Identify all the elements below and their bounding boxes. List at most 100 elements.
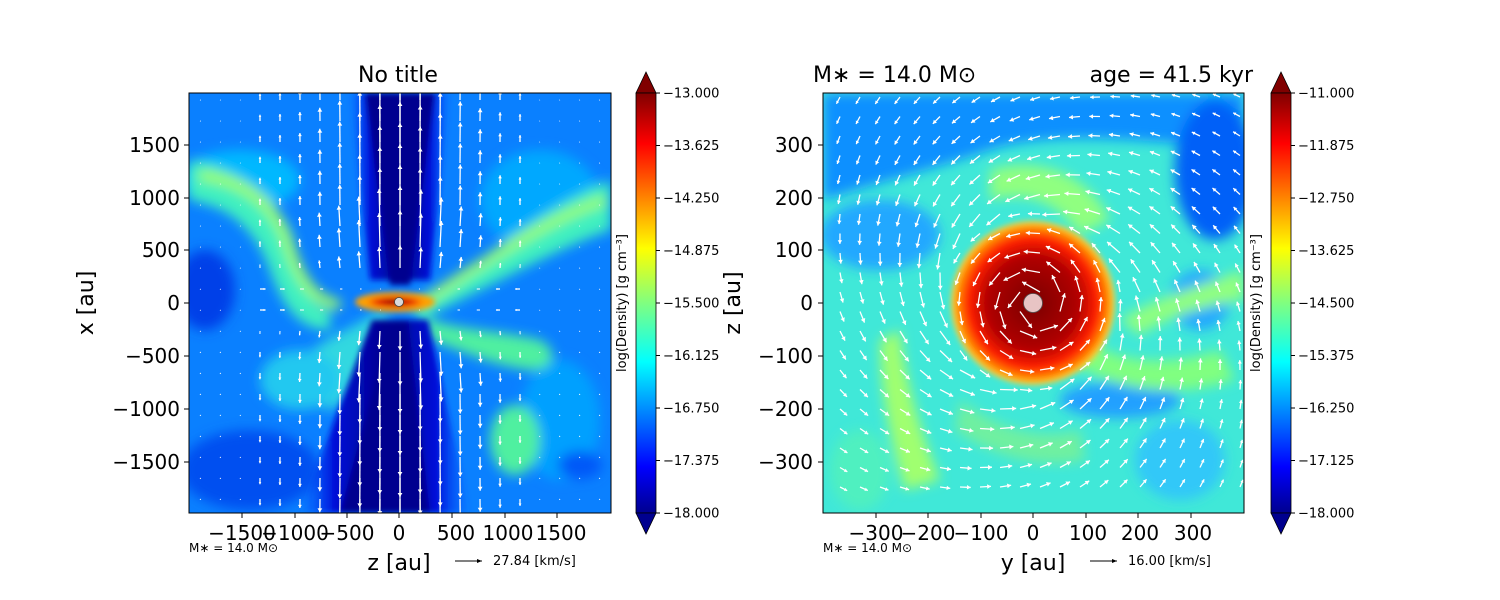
left-velocity-arrow bbox=[258, 477, 262, 485]
left-velocity-arrow bbox=[317, 260, 322, 269]
left-velocity-arrow bbox=[458, 372, 464, 393]
right-velocity-arrow bbox=[1215, 281, 1221, 293]
left-velocity-arrow bbox=[559, 330, 561, 332]
left-velocity-arrow bbox=[518, 156, 522, 164]
right-velocity-arrow bbox=[1212, 93, 1221, 98]
right-y-tick-label: −300 bbox=[758, 450, 813, 474]
left-velocity-arrow bbox=[239, 414, 242, 417]
right-y-tick-label: 100 bbox=[775, 238, 813, 262]
right-velocity-arrow bbox=[1059, 363, 1073, 371]
right-velocity-arrow bbox=[894, 135, 901, 145]
left-velocity-arrow bbox=[337, 330, 342, 341]
right-velocity-arrow bbox=[1021, 281, 1041, 293]
left-velocity-arrow bbox=[317, 170, 323, 185]
left-y-axis: 1500 1000 500 0 −500 −1000 −1500 bbox=[112, 133, 189, 474]
right-velocity-arrow bbox=[1019, 463, 1033, 469]
left-velocity-arrow bbox=[438, 330, 444, 345]
right-velocity-arrow bbox=[1119, 438, 1129, 449]
left-velocity-arrow bbox=[518, 498, 522, 506]
left-velocity-arrow bbox=[258, 93, 262, 101]
left-velocity-arrow bbox=[598, 372, 601, 375]
right-velocity-arrow bbox=[874, 116, 881, 125]
right-velocity-arrow bbox=[959, 369, 976, 379]
right-velocity-arrow bbox=[859, 427, 869, 435]
right-velocity-arrow bbox=[1171, 93, 1181, 98]
left-velocity-arrow bbox=[515, 287, 520, 291]
left-velocity-arrow bbox=[479, 330, 482, 338]
left-colorbar-tick-label: −16.750 bbox=[663, 402, 719, 417]
left-velocity-arrow bbox=[458, 256, 464, 269]
left-velocity-arrow bbox=[558, 477, 561, 480]
right-velocity-arrow bbox=[1194, 280, 1201, 293]
left-velocity-arrow bbox=[515, 308, 520, 312]
right-velocity-arrow bbox=[1192, 242, 1201, 254]
right-velocity-arrow bbox=[859, 350, 868, 361]
right-velocity-arrow bbox=[876, 213, 881, 226]
right-velocity-arrow bbox=[1178, 357, 1184, 371]
right-velocity-arrow bbox=[1218, 379, 1223, 390]
right-velocity-arrow bbox=[979, 445, 994, 451]
right-velocity-arrow bbox=[1099, 375, 1110, 390]
left-colorbar-tick-label: −17.375 bbox=[663, 454, 719, 469]
right-velocity-arrow bbox=[1157, 336, 1163, 351]
right-y-tick: 100 bbox=[775, 238, 823, 262]
right-velocity-arrow bbox=[1093, 259, 1101, 273]
left-velocity-arrow bbox=[239, 309, 241, 311]
right-velocity-arrow bbox=[1199, 418, 1205, 429]
right-velocity-arrow bbox=[979, 311, 985, 328]
right-velocity-arrow bbox=[1119, 354, 1127, 371]
right-velocity-arrow bbox=[1025, 230, 1041, 236]
left-velocity-arrow bbox=[498, 196, 502, 206]
right-velocity-arrow bbox=[1019, 311, 1033, 329]
right-x-tick: 0 bbox=[1027, 513, 1039, 545]
right-x-tick: −300 bbox=[849, 513, 903, 545]
right-velocity-arrow bbox=[1007, 291, 1021, 309]
left-velocity-arrow bbox=[459, 93, 461, 101]
right-velocity-arrow bbox=[1191, 150, 1201, 157]
right-velocity-arrow bbox=[835, 96, 841, 105]
left-velocity-arrow bbox=[337, 435, 343, 457]
right-velocity-arrow bbox=[899, 466, 910, 472]
right-velocity-arrow bbox=[1116, 279, 1121, 293]
right-velocity-arrow bbox=[1119, 396, 1128, 410]
left-colorbar-tick-label: −13.625 bbox=[663, 139, 719, 154]
right-velocity-arrow bbox=[919, 388, 932, 398]
left-velocity-arrow bbox=[418, 330, 424, 349]
left-velocity-arrow bbox=[477, 498, 483, 512]
left-sink-particle bbox=[394, 297, 404, 307]
right-velocity-arrow bbox=[979, 330, 989, 345]
right-velocity-arrow bbox=[1219, 419, 1224, 429]
left-velocity-arrow bbox=[278, 93, 282, 101]
left-x-tick: 1500 bbox=[536, 513, 586, 545]
right-velocity-arrow bbox=[950, 194, 961, 207]
right-velocity-arrow bbox=[1179, 397, 1185, 410]
left-velocity-arrow bbox=[477, 129, 483, 143]
right-velocity-arrow bbox=[1128, 241, 1141, 254]
left-velocity-arrow bbox=[239, 372, 242, 375]
left-velocity-arrow bbox=[219, 309, 222, 311]
right-velocity-arrow bbox=[879, 447, 890, 454]
right-velocity-arrow bbox=[932, 116, 941, 125]
right-velocity-arrow bbox=[1151, 93, 1161, 98]
left-velocity-arrow bbox=[518, 351, 522, 358]
right-velocity-arrow bbox=[839, 350, 847, 360]
left-velocity-arrow bbox=[518, 477, 522, 485]
right-velocity-arrow bbox=[1132, 276, 1141, 293]
right-velocity-arrow bbox=[932, 135, 941, 145]
left-velocity-arrow bbox=[317, 435, 323, 450]
left-velocity-arrow bbox=[337, 414, 343, 436]
right-velocity-arrow bbox=[1026, 154, 1041, 161]
right-y-tick-label: 0 bbox=[800, 291, 813, 315]
left-x-axis-label: z [au] bbox=[367, 551, 430, 576]
left-velocity-arrow bbox=[397, 210, 403, 248]
right-velocity-arrow bbox=[987, 174, 1001, 184]
left-velocity-arrow bbox=[418, 213, 424, 248]
left-velocity-arrow bbox=[317, 107, 323, 122]
left-velocity-arrow bbox=[356, 330, 362, 346]
right-velocity-arrow bbox=[979, 464, 993, 470]
right-velocity-arrow bbox=[954, 272, 961, 286]
right-velocity-arrow bbox=[932, 155, 941, 166]
left-velocity-arrow bbox=[317, 456, 323, 471]
right-colorbar-tick-label: −12.750 bbox=[1298, 192, 1354, 207]
right-velocity-arrow bbox=[987, 252, 1001, 263]
